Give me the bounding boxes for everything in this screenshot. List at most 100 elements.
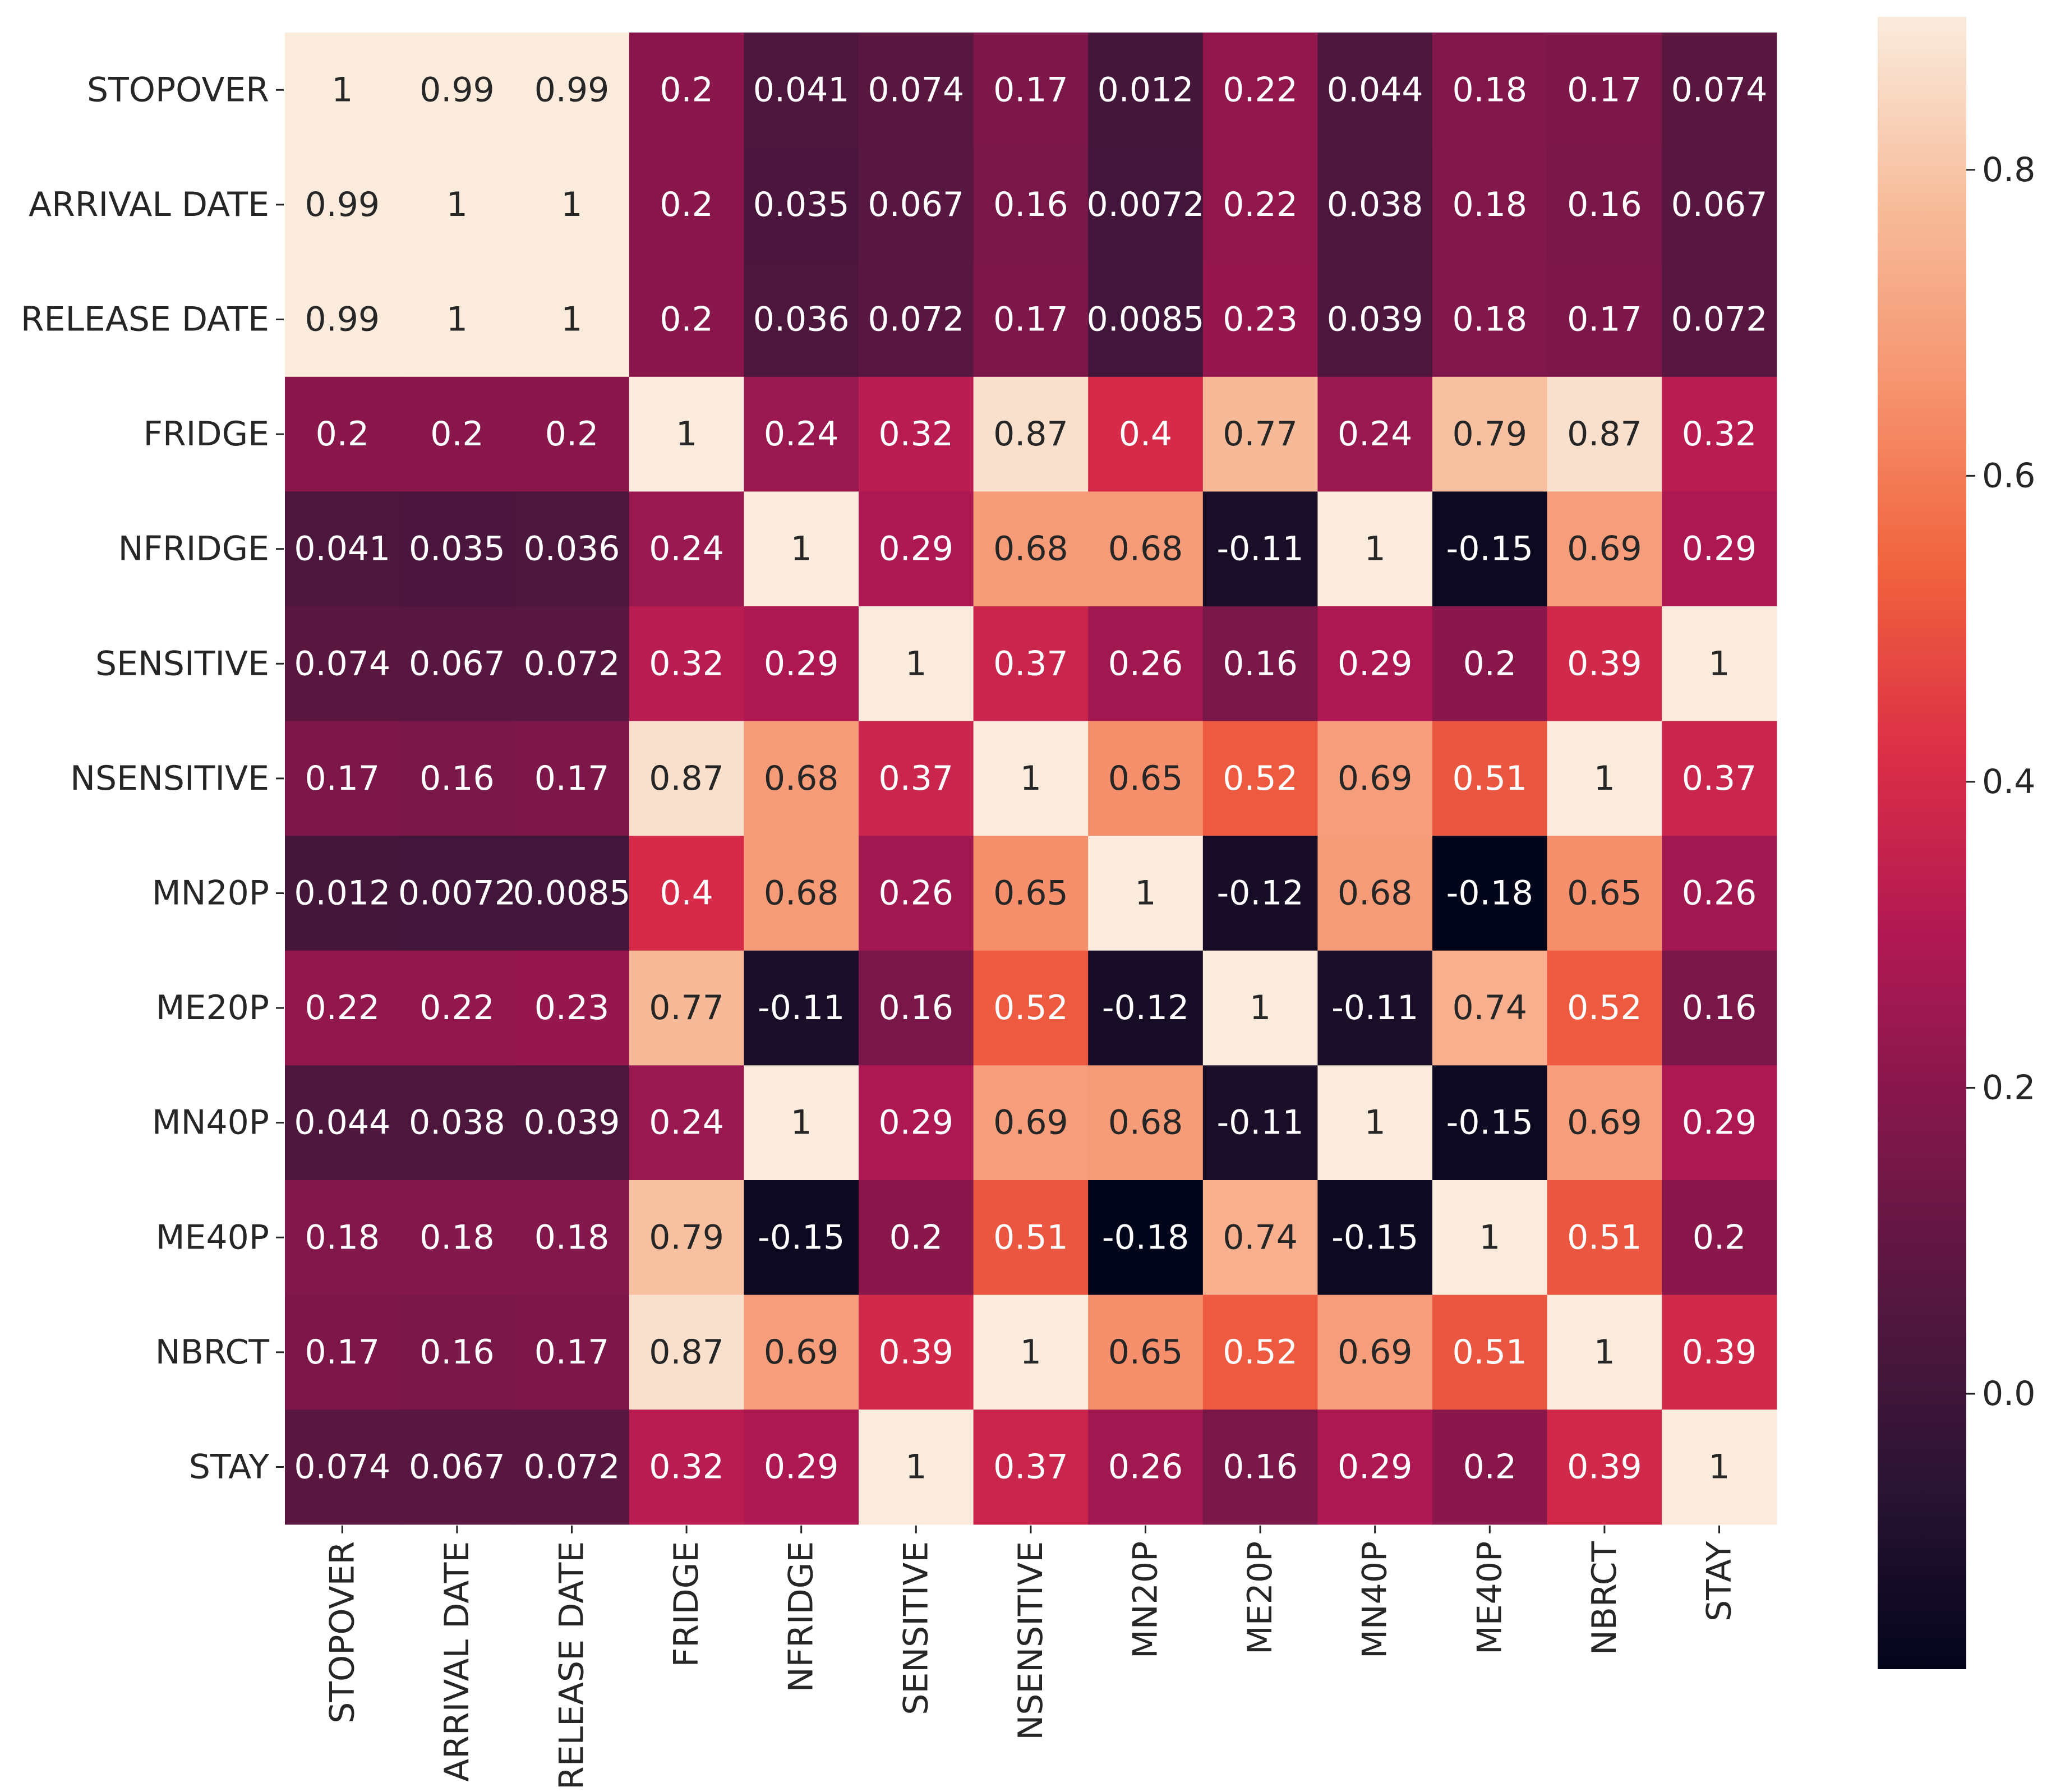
heatmap-cell bbox=[514, 950, 630, 1066]
cell-annotation: 0.87 bbox=[993, 414, 1068, 454]
cell-annotation: 0.2 bbox=[1463, 1448, 1516, 1487]
cell-annotation: 0.37 bbox=[879, 759, 954, 798]
cell-annotation: 0.074 bbox=[294, 644, 390, 683]
cell-annotation: 1 bbox=[446, 185, 468, 224]
x-tick-label: FRIDGE bbox=[667, 1541, 706, 1667]
heatmap-cell bbox=[514, 1295, 630, 1410]
cell-annotation: 0.2 bbox=[430, 414, 483, 454]
heatmap-cell bbox=[1088, 950, 1204, 1066]
cell-annotation: 0.0072 bbox=[398, 874, 516, 913]
cell-annotation: 0.17 bbox=[534, 1333, 610, 1372]
heatmap-cell bbox=[1432, 491, 1548, 607]
cell-annotation: 0.16 bbox=[1682, 988, 1757, 1028]
cell-annotation: 1 bbox=[446, 300, 468, 339]
cell-annotation: 0.26 bbox=[1682, 874, 1757, 913]
cell-annotation: 0.038 bbox=[409, 1103, 505, 1143]
heatmap-cell bbox=[1547, 1409, 1662, 1525]
cell-annotation: 0.17 bbox=[993, 70, 1068, 109]
x-tick-label: ME20P bbox=[1241, 1541, 1280, 1655]
heatmap-cell bbox=[859, 950, 974, 1066]
heatmap-cell bbox=[744, 1295, 859, 1410]
cell-annotation: 0.52 bbox=[1223, 759, 1298, 798]
heatmap-cell bbox=[973, 606, 1089, 722]
cell-annotation: 1 bbox=[561, 300, 582, 339]
heatmap-cell bbox=[1662, 721, 1777, 836]
heatmap-cell bbox=[629, 1409, 744, 1525]
x-tick-label: NFRIDGE bbox=[782, 1541, 821, 1692]
cell-annotation: 0.041 bbox=[753, 70, 850, 109]
cell-annotation: 0.22 bbox=[305, 988, 380, 1028]
heatmap-cell bbox=[1547, 950, 1662, 1066]
heatmap-cell bbox=[1547, 836, 1662, 951]
heatmap-cell bbox=[1662, 950, 1777, 1066]
heatmap-cell bbox=[1088, 33, 1204, 148]
cell-annotation: 0.17 bbox=[1567, 70, 1642, 109]
heatmap-cell bbox=[1088, 1295, 1204, 1410]
cell-annotation: 0.17 bbox=[534, 759, 610, 798]
heatmap-cell bbox=[399, 1295, 515, 1410]
heatmap-cell bbox=[1317, 721, 1433, 836]
cell-annotation: 1 bbox=[905, 1448, 926, 1487]
heatmap-cell bbox=[1432, 33, 1548, 148]
heatmap-cell bbox=[1432, 606, 1548, 722]
cell-annotation: 0.072 bbox=[524, 644, 620, 683]
heatmap-cell bbox=[399, 836, 515, 951]
cell-annotation: 0.29 bbox=[1682, 1103, 1757, 1143]
heatmap-cell bbox=[1088, 606, 1204, 722]
heatmap-cell bbox=[859, 1180, 974, 1296]
cell-annotation: 0.51 bbox=[1567, 1218, 1642, 1257]
colorbar-tick-label: 0.4 bbox=[1982, 762, 2035, 801]
heatmap-cell bbox=[285, 1180, 400, 1296]
cell-annotation: 0.65 bbox=[1108, 1333, 1183, 1372]
heatmap-cell bbox=[1317, 606, 1433, 722]
cell-annotation: 0.32 bbox=[1682, 414, 1757, 454]
x-tick-label: RELEASE DATE bbox=[552, 1541, 592, 1790]
heatmap-cell bbox=[1432, 950, 1548, 1066]
cell-annotation: 0.16 bbox=[1567, 185, 1642, 224]
colorbar-tick-label: 0.0 bbox=[1982, 1374, 2035, 1413]
cell-annotation: 0.036 bbox=[753, 300, 850, 339]
heatmap-cell bbox=[629, 836, 744, 951]
heatmap-cell bbox=[859, 836, 974, 951]
cell-annotation: 0.69 bbox=[1567, 529, 1642, 569]
heatmap-cell bbox=[1662, 491, 1777, 607]
colorbar-tick-label: 0.2 bbox=[1982, 1068, 2035, 1107]
cell-annotation: -0.18 bbox=[1446, 874, 1533, 913]
heatmap-cell bbox=[399, 33, 515, 148]
cell-annotation: 0.074 bbox=[294, 1448, 390, 1487]
heatmap-cell bbox=[629, 491, 744, 607]
heatmap-cell bbox=[1547, 147, 1662, 262]
x-tick-label: NBRCT bbox=[1585, 1541, 1624, 1655]
cell-annotation: 0.17 bbox=[305, 1333, 380, 1372]
heatmap-cell bbox=[629, 1295, 744, 1410]
heatmap-cell bbox=[399, 262, 515, 377]
y-tick-label: SENSITIVE bbox=[95, 644, 269, 683]
cell-annotation: 0.0072 bbox=[1087, 185, 1205, 224]
heatmap-cell bbox=[1202, 1409, 1318, 1525]
cell-annotation: 0.51 bbox=[1453, 1333, 1528, 1372]
heatmap-cell bbox=[285, 147, 400, 262]
cell-annotation: 0.37 bbox=[1682, 759, 1757, 798]
heatmap-cell bbox=[514, 1065, 630, 1181]
heatmap-cell bbox=[1547, 376, 1662, 492]
cell-annotation: 0.87 bbox=[649, 759, 724, 798]
cell-annotation: 0.69 bbox=[764, 1333, 839, 1372]
cell-annotation: 0.37 bbox=[993, 1448, 1068, 1487]
heatmap-cell bbox=[629, 262, 744, 377]
heatmap-cell bbox=[1432, 262, 1548, 377]
cell-annotation: -0.12 bbox=[1216, 874, 1303, 913]
heatmap-cell bbox=[744, 376, 859, 492]
cell-annotation: 1 bbox=[1364, 529, 1386, 569]
heatmap-cell bbox=[1432, 147, 1548, 262]
heatmap-cell bbox=[973, 1180, 1089, 1296]
heatmap-cell bbox=[399, 1409, 515, 1525]
heatmap-cell bbox=[744, 950, 859, 1066]
cell-annotation: 0.24 bbox=[649, 1103, 724, 1143]
heatmap-cell bbox=[744, 721, 859, 836]
cell-annotation: 0.24 bbox=[764, 414, 839, 454]
cell-annotation: 0.29 bbox=[764, 644, 839, 683]
cell-annotation: 0.067 bbox=[409, 644, 505, 683]
heatmap-cell bbox=[285, 33, 400, 148]
cell-annotation: 0.29 bbox=[1338, 1448, 1413, 1487]
heatmap-cell bbox=[514, 1409, 630, 1525]
